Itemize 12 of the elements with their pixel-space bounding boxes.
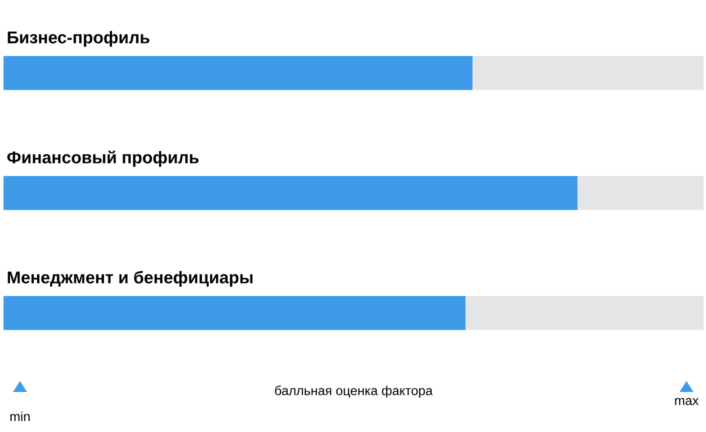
- x-axis-title: балльная оценка фактора: [275, 386, 433, 398]
- text: max: [675, 398, 699, 406]
- y-tick-label: Финансовый профиль: [7, 150, 199, 167]
- bar: [4, 176, 578, 210]
- text: min: [10, 412, 30, 422]
- bar: [578, 176, 704, 210]
- y-tick-label: Менеджмент и бенефициары: [8, 270, 252, 287]
- y-tick-label: Бизнес-профиль: [8, 30, 150, 47]
- bar: [4, 296, 466, 330]
- bar: [4, 56, 473, 90]
- bar: [466, 296, 704, 330]
- bar: [472, 56, 704, 90]
